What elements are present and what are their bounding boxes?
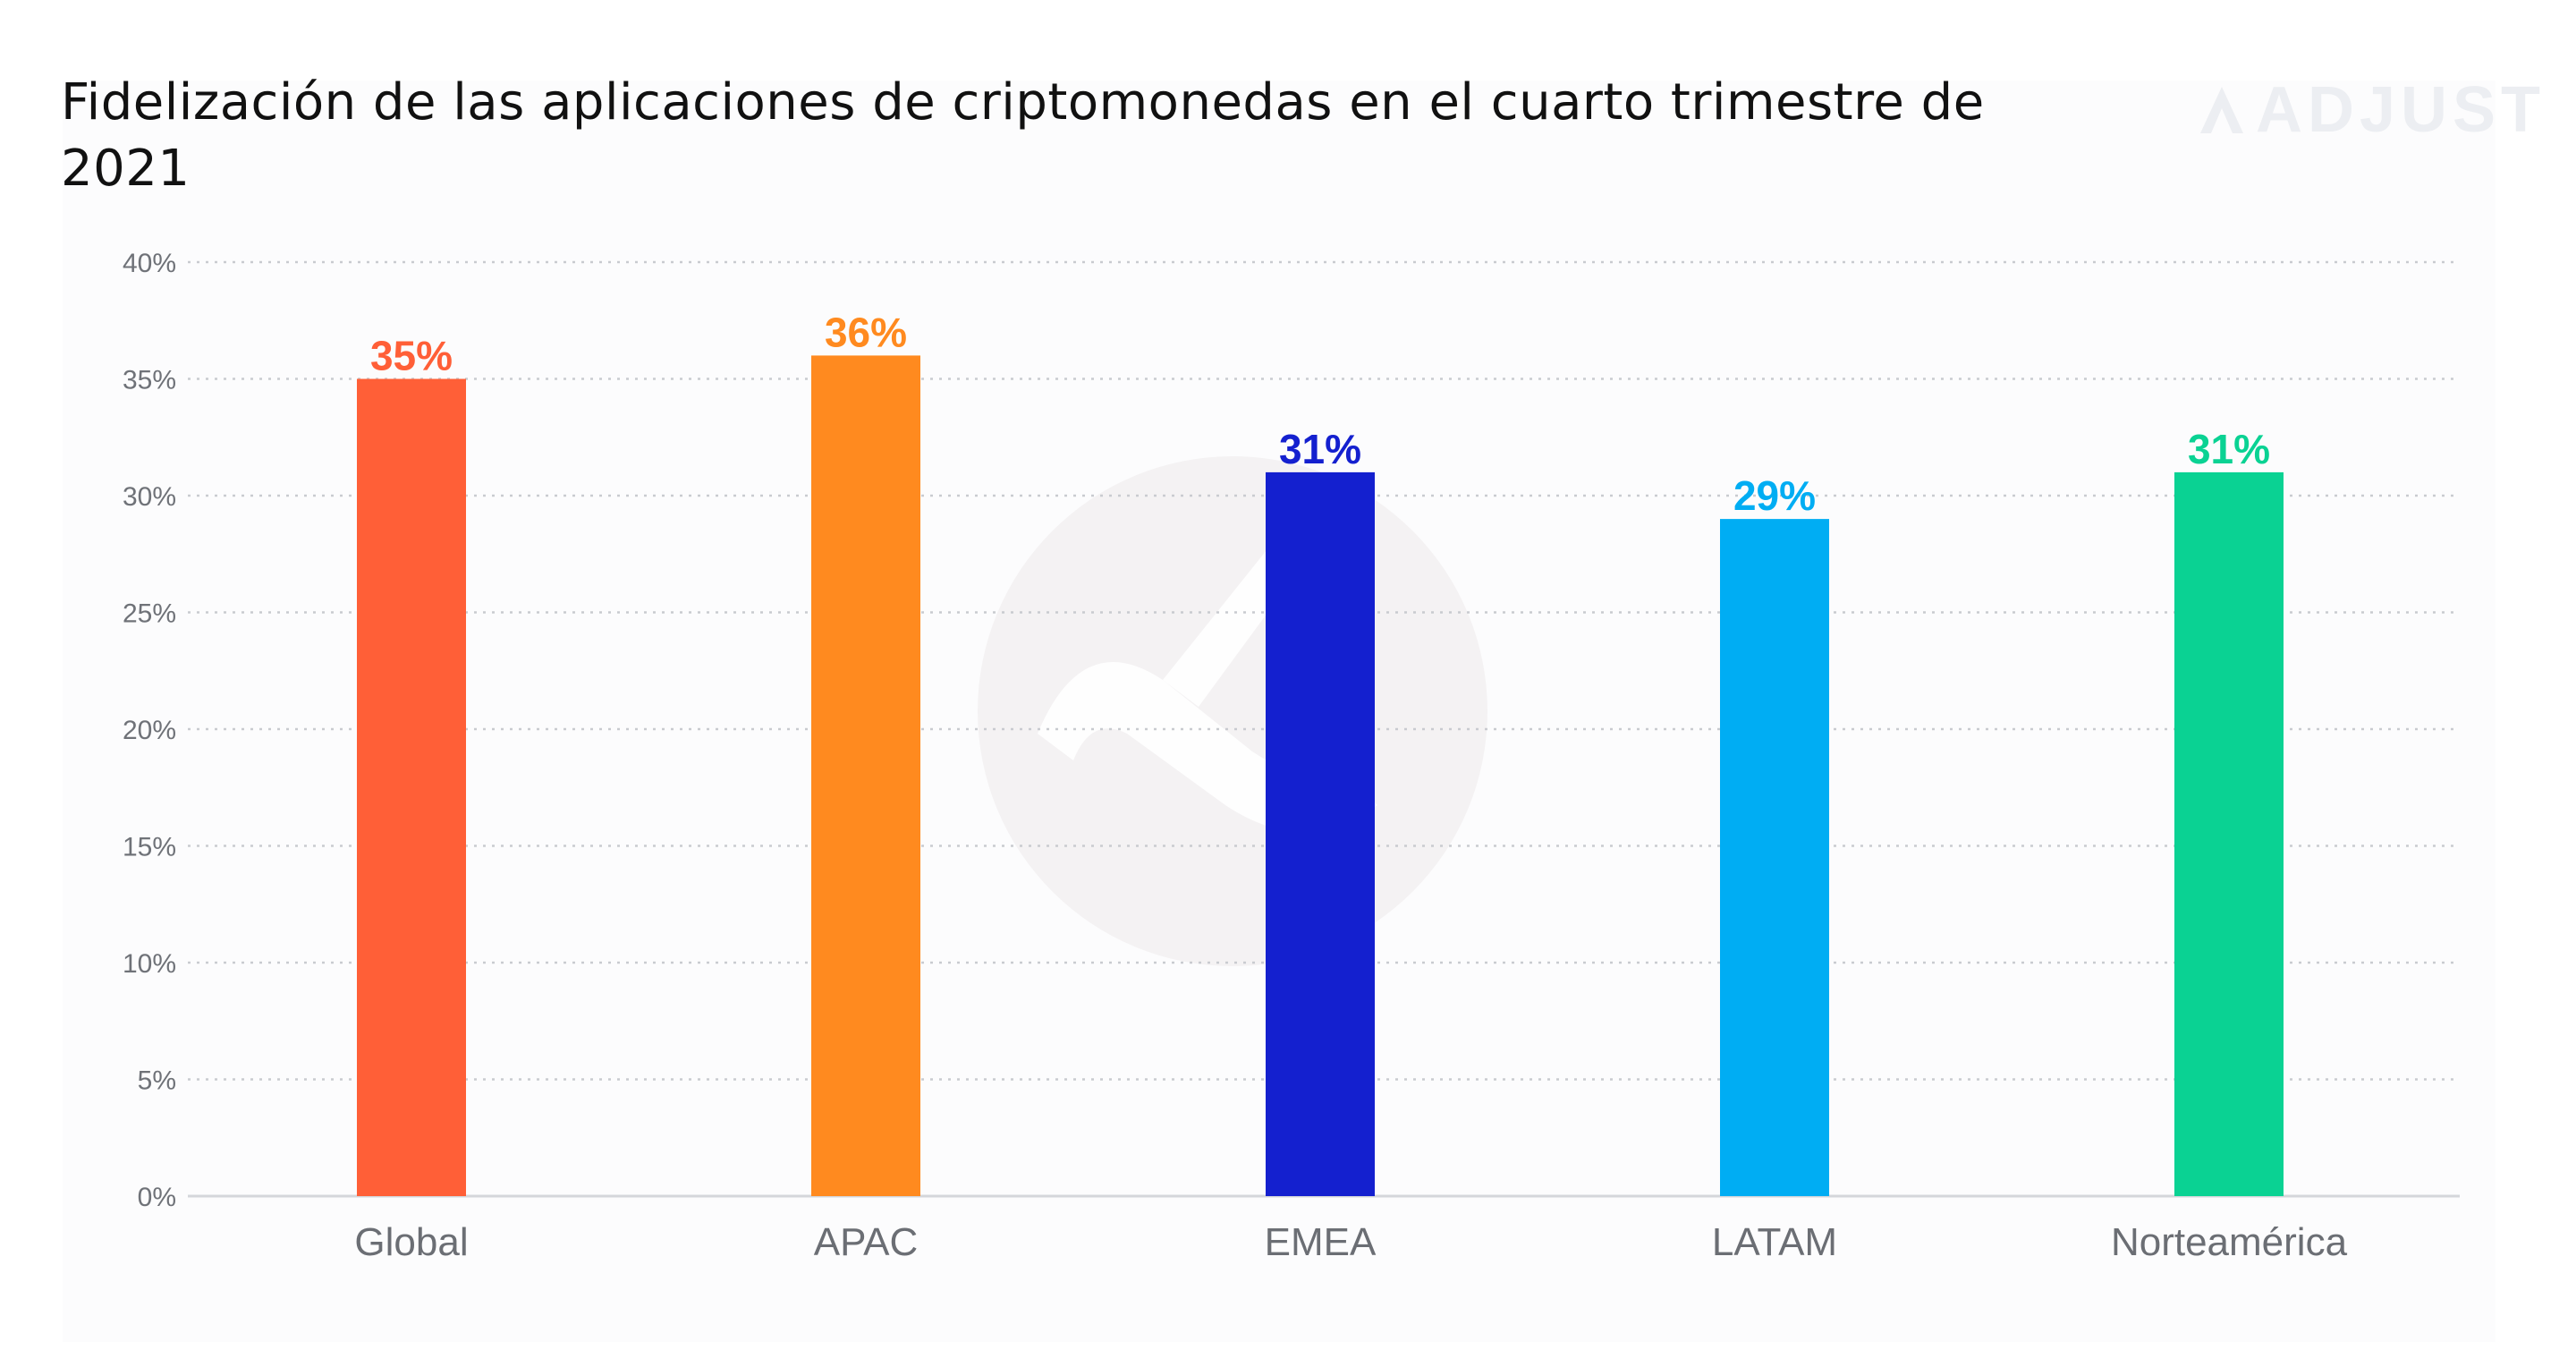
bar-value-label: 31% [2188,426,2270,472]
x-category-label: EMEA [1265,1220,1377,1264]
x-category-label: APAC [814,1220,919,1264]
y-tick-label: 40% [123,249,176,278]
adjust-watermark-icon [978,456,1487,966]
x-axis-categories: Global APAC EMEA LATAM Norteamérica [354,1220,2347,1264]
y-tick-label: 20% [123,716,176,745]
x-category-label: LATAM [1712,1220,1837,1264]
y-tick-label: 5% [138,1066,176,1096]
y-tick-label: 35% [123,366,176,395]
y-tick-label: 15% [123,833,176,862]
bar-value-label: 35% [370,333,453,379]
bar-latam [1720,519,1829,1196]
adjust-logo-icon [2200,87,2243,133]
bar-norteam-rica [2174,471,2284,1196]
y-tick-label: 10% [123,949,176,979]
value-labels: 35% 36% 31% 29% 31% [370,309,2270,519]
chart-title: Fidelización de las aplicaciones de crip… [61,73,1985,198]
y-tick-label: 25% [123,599,176,629]
bar-global [357,378,466,1196]
bar-value-label: 31% [1279,426,1361,472]
x-category-label: Norteamérica [2111,1220,2348,1264]
bars [357,355,2284,1196]
y-axis-ticks: 0% 5% 10% 15% 20% 25% 30% 35% 40% [123,249,176,1212]
x-category-label: Global [354,1220,468,1264]
bar-emea [1266,471,1375,1196]
bar-value-label: 29% [1733,472,1816,519]
brand-logo: ADJUST [2193,70,2546,150]
y-tick-label: 0% [138,1183,176,1212]
bar-apac [811,355,920,1196]
logo-text: ADJUST [2256,74,2546,146]
bar-value-label: 36% [825,309,907,355]
y-tick-label: 30% [123,482,176,512]
